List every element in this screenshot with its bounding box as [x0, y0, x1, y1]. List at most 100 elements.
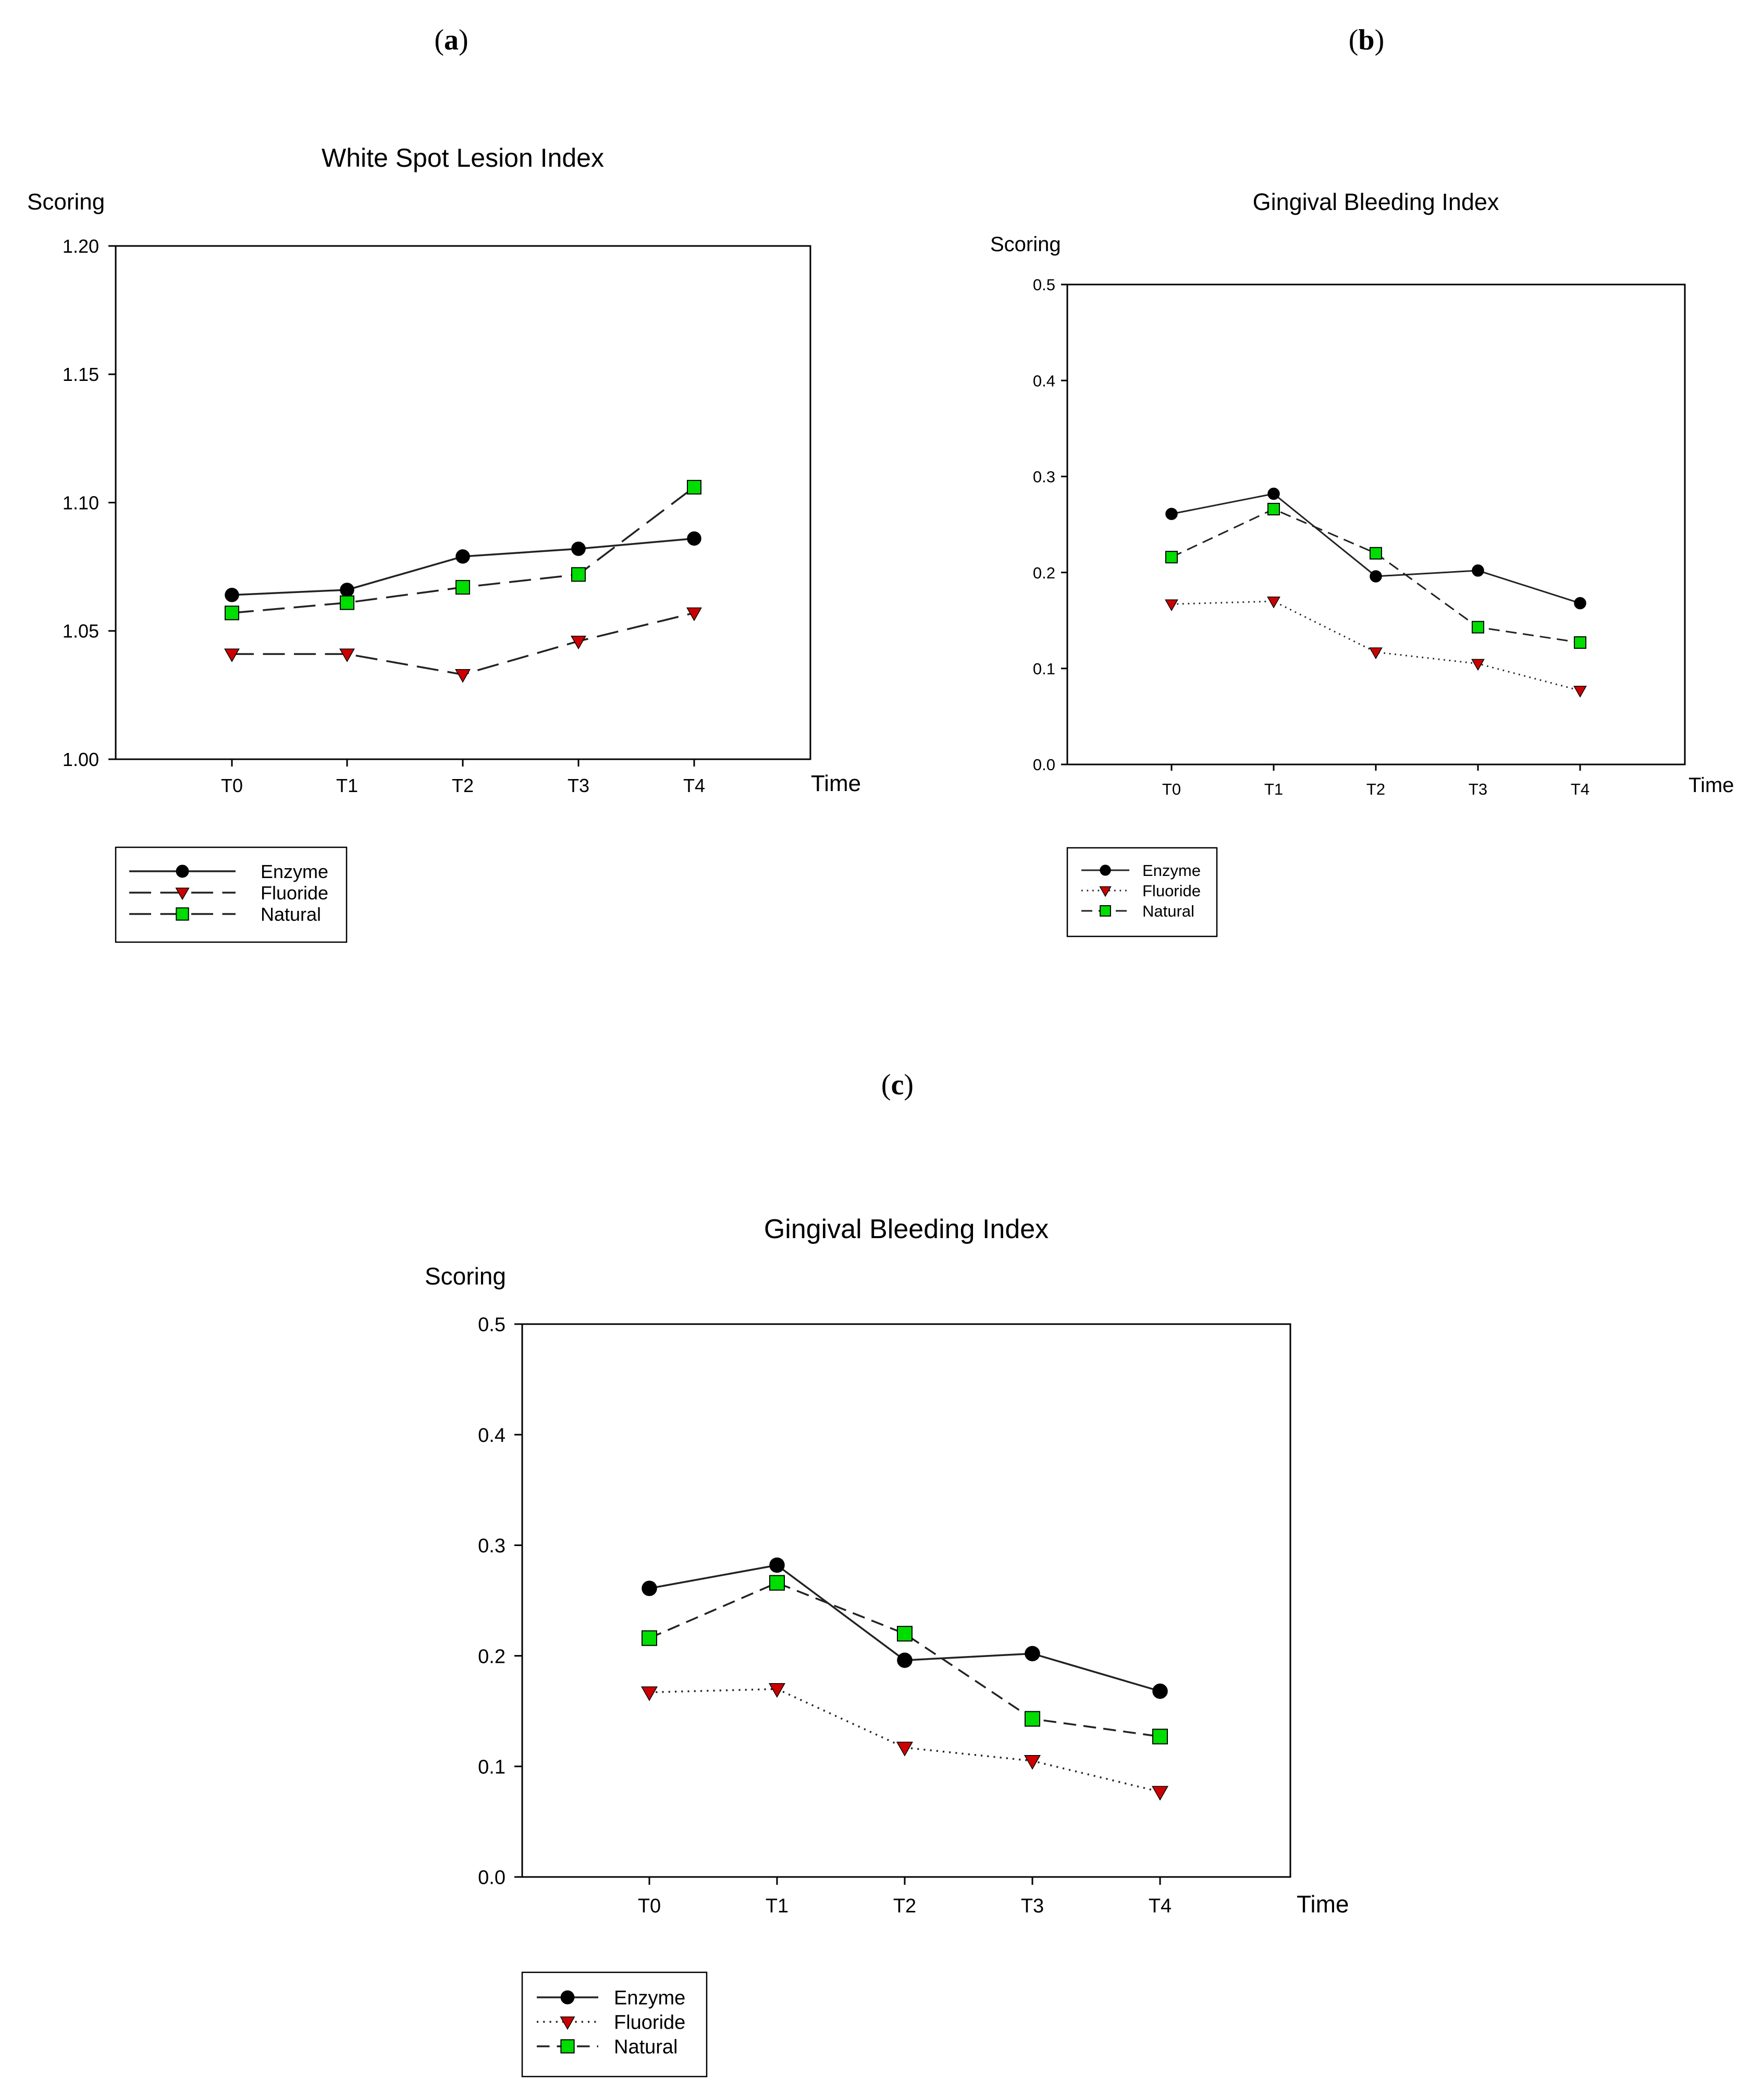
data-point-fluoride-t0 — [224, 648, 240, 662]
data-point-enzyme-t3 — [571, 541, 586, 556]
legend-label-enzyme: Enzyme — [614, 1987, 685, 2009]
x-axis-label: Time — [1297, 1891, 1349, 1918]
plot-frame — [1066, 283, 1686, 765]
data-point-enzyme-t1 — [1267, 487, 1280, 500]
chart-title: Gingival Bleeding Index — [1253, 189, 1499, 215]
series-line-fluoride — [1171, 600, 1581, 691]
data-point-natural-t0 — [225, 606, 239, 621]
legend-box — [115, 846, 348, 943]
legend-marker-enzyme — [1100, 864, 1111, 876]
legend-marker-fluoride — [175, 887, 190, 900]
legend-marker-fluoride — [560, 2016, 575, 2030]
x-tick-label: T3 — [1021, 1895, 1044, 1917]
chart-title: Gingival Bleeding Index — [764, 1214, 1049, 1244]
legend-label-natural: Natural — [1142, 902, 1194, 920]
x-tick-label: T1 — [336, 775, 358, 796]
y-tick-label: 1.10 — [63, 492, 99, 513]
data-point-fluoride-t0 — [1165, 599, 1178, 612]
y-tick-label: 1.15 — [63, 364, 99, 385]
chart-gingival-bleeding-index-c: Gingival Bleeding Index Scoring 0.0 0.1 0.2 0… — [425, 1214, 1349, 2078]
panel-label-c: (c) — [881, 1069, 914, 1101]
data-point-enzyme-t4 — [687, 531, 701, 546]
data-point-enzyme-t3 — [1025, 1646, 1040, 1662]
data-point-fluoride-t1 — [339, 648, 355, 662]
data-point-enzyme-t2 — [897, 1652, 913, 1668]
data-point-natural-t3 — [1025, 1711, 1040, 1727]
legend-marker-enzyme — [560, 1990, 575, 2005]
legend-marker-fluoride — [1099, 886, 1112, 897]
y-tick-label: 0.2 — [478, 1646, 506, 1667]
data-point-fluoride-t0 — [641, 1686, 658, 1701]
x-tick-label: T2 — [893, 1895, 916, 1917]
chart-white-spot-lesion-index: White Spot Lesion Index Scoring 1.00 1.05 1.… — [27, 143, 861, 943]
x-tick-label: T3 — [568, 775, 589, 796]
data-point-enzyme-t3 — [1472, 564, 1484, 577]
data-point-enzyme-t2 — [1370, 570, 1382, 583]
data-point-natural-t0 — [642, 1630, 657, 1646]
y-tick-label: 0.5 — [478, 1314, 506, 1336]
data-point-fluoride-t2 — [455, 669, 471, 683]
data-point-enzyme-t1 — [340, 583, 354, 597]
data-point-fluoride-t2 — [1369, 647, 1383, 660]
legend-label-enzyme: Enzyme — [261, 861, 328, 882]
y-tick-label: 0.2 — [1033, 564, 1055, 582]
data-point-fluoride-t2 — [896, 1741, 913, 1757]
y-axis-label: Scoring — [990, 233, 1061, 256]
data-point-enzyme-t4 — [1574, 597, 1586, 610]
plot-frame — [521, 1323, 1291, 1878]
panel-label-b: (b) — [1349, 24, 1384, 56]
x-tick-label: T2 — [1366, 780, 1385, 798]
y-tick-label: 0.3 — [478, 1535, 506, 1557]
legend-marker-natural — [560, 2039, 575, 2054]
legend-label-fluoride: Fluoride — [261, 882, 328, 904]
x-tick-label: T0 — [221, 775, 243, 796]
y-tick-label: 1.05 — [63, 621, 99, 642]
data-point-natural-t2 — [897, 1626, 913, 1642]
chart-title: White Spot Lesion Index — [322, 143, 604, 172]
data-point-natural-t4 — [1152, 1728, 1168, 1745]
chart-gingival-bleeding-index-b: Gingival Bleeding Index Scoring 0.0 0.1 0.2 0… — [990, 189, 1734, 937]
y-tick-label: 1.20 — [63, 236, 99, 257]
data-point-natural-t4 — [687, 479, 701, 495]
data-point-natural-t4 — [1574, 636, 1586, 649]
x-tick-label: T2 — [452, 775, 474, 796]
y-tick-label: 0.1 — [1033, 660, 1055, 678]
data-point-fluoride-t1 — [769, 1683, 785, 1698]
y-tick-label: 0.1 — [478, 1756, 506, 1778]
data-point-fluoride-t4 — [1152, 1786, 1168, 1801]
x-tick-label: T0 — [1162, 780, 1181, 798]
panel-label-a: (a) — [434, 24, 468, 56]
x-tick-label: T3 — [1469, 780, 1487, 798]
legend-marker-natural — [176, 907, 189, 921]
data-point-natural-t1 — [340, 595, 354, 610]
data-point-fluoride-t3 — [1024, 1755, 1041, 1770]
data-point-enzyme-t1 — [769, 1557, 785, 1573]
legend-box — [1066, 847, 1218, 937]
data-point-natural-t3 — [571, 567, 586, 582]
y-tick-label: 0.0 — [478, 1867, 506, 1889]
data-point-fluoride-t3 — [1471, 659, 1485, 671]
legend-label-fluoride: Fluoride — [1142, 882, 1201, 900]
x-tick-label: T1 — [766, 1895, 788, 1917]
series-line-natural — [649, 1582, 1161, 1738]
data-point-enzyme-t0 — [1165, 508, 1178, 520]
x-axis-label: Time — [1689, 774, 1734, 797]
y-tick-label: 0.3 — [1033, 468, 1055, 486]
x-tick-label: T4 — [1149, 1895, 1172, 1917]
y-axis-label: Scoring — [27, 189, 105, 215]
y-tick-label: 0.0 — [1033, 756, 1055, 774]
series-line-fluoride — [232, 612, 695, 676]
data-point-natural-t3 — [1472, 621, 1484, 634]
data-point-natural-t2 — [1370, 547, 1382, 560]
legend-marker-natural — [1100, 905, 1111, 917]
y-tick-label: 0.4 — [478, 1425, 506, 1447]
data-point-natural-t1 — [1267, 503, 1280, 516]
legend-label-fluoride: Fluoride — [614, 2012, 685, 2034]
x-axis-label: Time — [811, 771, 861, 796]
data-point-natural-t0 — [1165, 551, 1178, 564]
y-tick-label: 0.4 — [1033, 372, 1055, 390]
x-tick-label: T4 — [1571, 780, 1589, 798]
